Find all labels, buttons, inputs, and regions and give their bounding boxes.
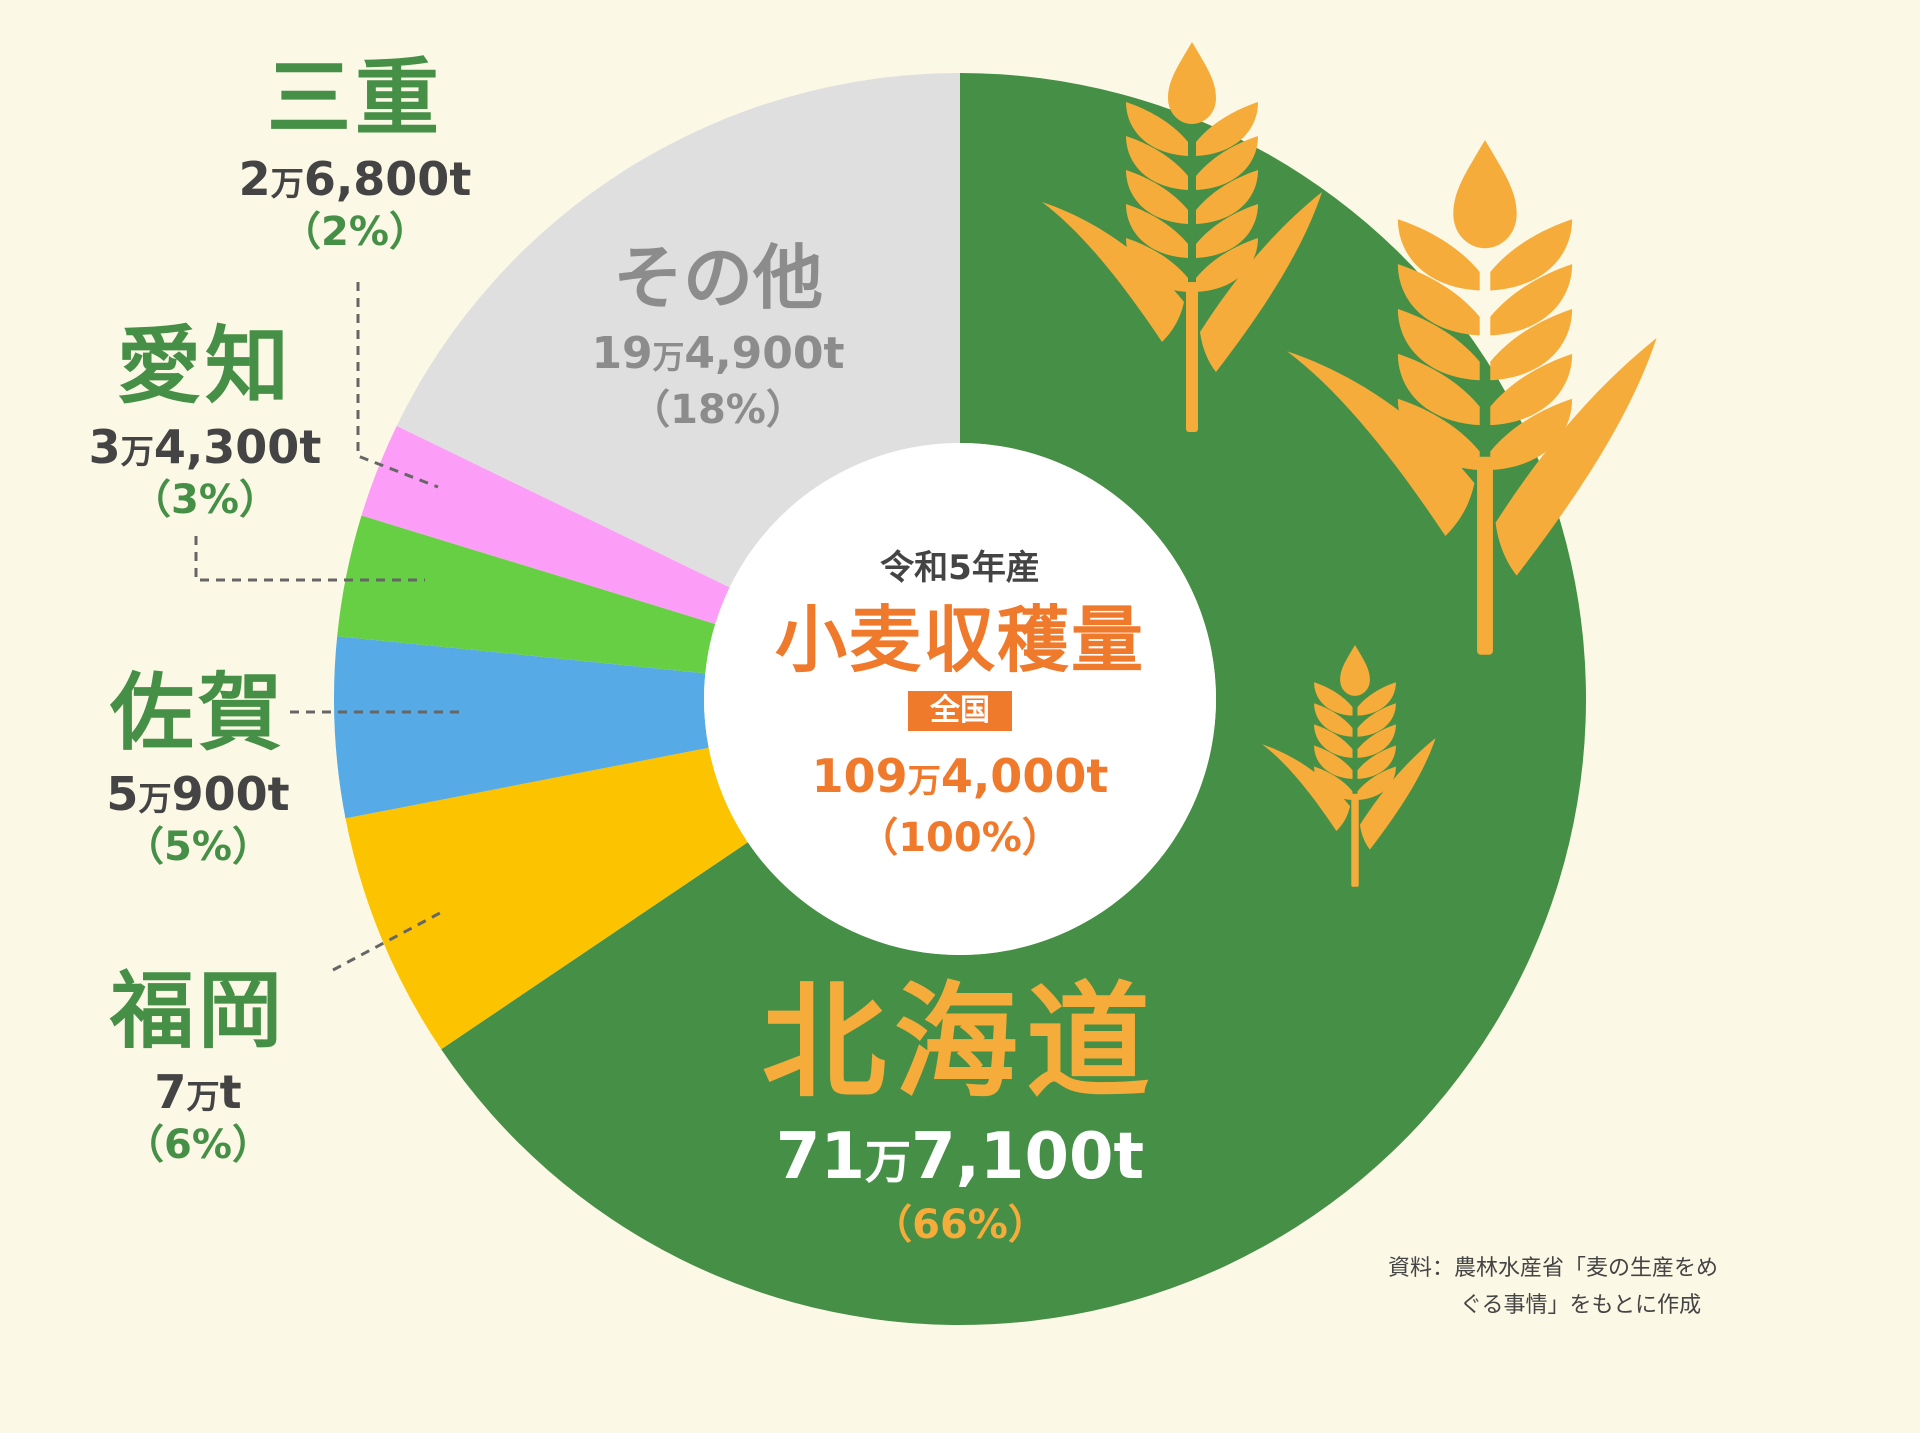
slice-saga bbox=[333, 636, 709, 819]
label-fukuoka-amount: 7万t bbox=[154, 1064, 242, 1119]
label-aichi-name: 愛知 bbox=[116, 317, 293, 415]
label-hokkaido-amount: 71万7,100t bbox=[775, 1119, 1145, 1194]
leader-lines bbox=[194, 282, 465, 972]
leader-line-aichi bbox=[194, 536, 425, 582]
label-saga-amount: 5万900t bbox=[106, 766, 290, 821]
slice-hokkaido bbox=[441, 73, 1587, 1325]
national-badge: 全国 bbox=[908, 691, 1012, 732]
label-others-percent: （18%） bbox=[630, 387, 806, 434]
label-aichi-percent: （3%） bbox=[131, 477, 279, 524]
wheat-icon-large bbox=[1287, 139, 1657, 655]
label-aichi: 愛知 3万4,300t （3%） bbox=[55, 317, 355, 524]
leader-line-mie bbox=[356, 282, 439, 489]
total-amount: 109万4,000t bbox=[811, 749, 1109, 804]
source-note: 資料：農林水産省「麦の生産をめ ぐる事情」をもとに作成 bbox=[1388, 1250, 1718, 1325]
label-saga-name: 佐賀 bbox=[109, 664, 286, 762]
source-line-2: ぐる事情」をもとに作成 bbox=[1460, 1293, 1702, 1319]
label-mie: 三重 2万6,800t （2%） bbox=[205, 49, 505, 256]
label-saga-percent: （5%） bbox=[124, 824, 272, 871]
donut-slices bbox=[333, 73, 1587, 1325]
slice-others bbox=[396, 73, 960, 588]
chart-subtitle: 令和5年産 bbox=[880, 548, 1040, 588]
label-hokkaido-percent: （66%） bbox=[872, 1202, 1048, 1249]
label-others-name: その他 bbox=[613, 237, 823, 319]
slice-aichi bbox=[337, 515, 716, 674]
label-others: その他 19万4,900t （18%） bbox=[548, 238, 888, 433]
label-mie-percent: （2%） bbox=[281, 209, 429, 256]
label-aichi-amount: 3万4,300t bbox=[88, 419, 322, 474]
slice-fukuoka bbox=[345, 747, 748, 1050]
label-mie-amount: 2万6,800t bbox=[238, 151, 472, 206]
chart-title: 小麦収穫量 bbox=[774, 597, 1145, 682]
wheat-icon-medium bbox=[1042, 42, 1322, 432]
leader-line-fukuoka bbox=[332, 911, 441, 972]
label-hokkaido: 北海道 71万7,100t （66%） bbox=[690, 972, 1230, 1248]
label-saga: 佐賀 5万900t （5%） bbox=[48, 664, 348, 871]
wheat-icon-small bbox=[1262, 645, 1436, 887]
label-others-amount: 19万4,900t bbox=[591, 327, 845, 379]
total-percent: （100%） bbox=[858, 815, 1062, 862]
slice-mie bbox=[361, 425, 730, 624]
label-fukuoka: 福岡 7万t （6%） bbox=[48, 962, 348, 1169]
label-fukuoka-name: 福岡 bbox=[109, 962, 286, 1060]
source-line-1: 資料：農林水産省「麦の生産をめ bbox=[1388, 1256, 1719, 1281]
label-mie-name: 三重 bbox=[266, 49, 443, 147]
center-summary: 令和5年産 小麦収穫量 全国 109万4,000t （100%） bbox=[740, 548, 1180, 862]
label-hokkaido-name: 北海道 bbox=[761, 971, 1158, 1115]
label-fukuoka-percent: （6%） bbox=[124, 1122, 272, 1169]
